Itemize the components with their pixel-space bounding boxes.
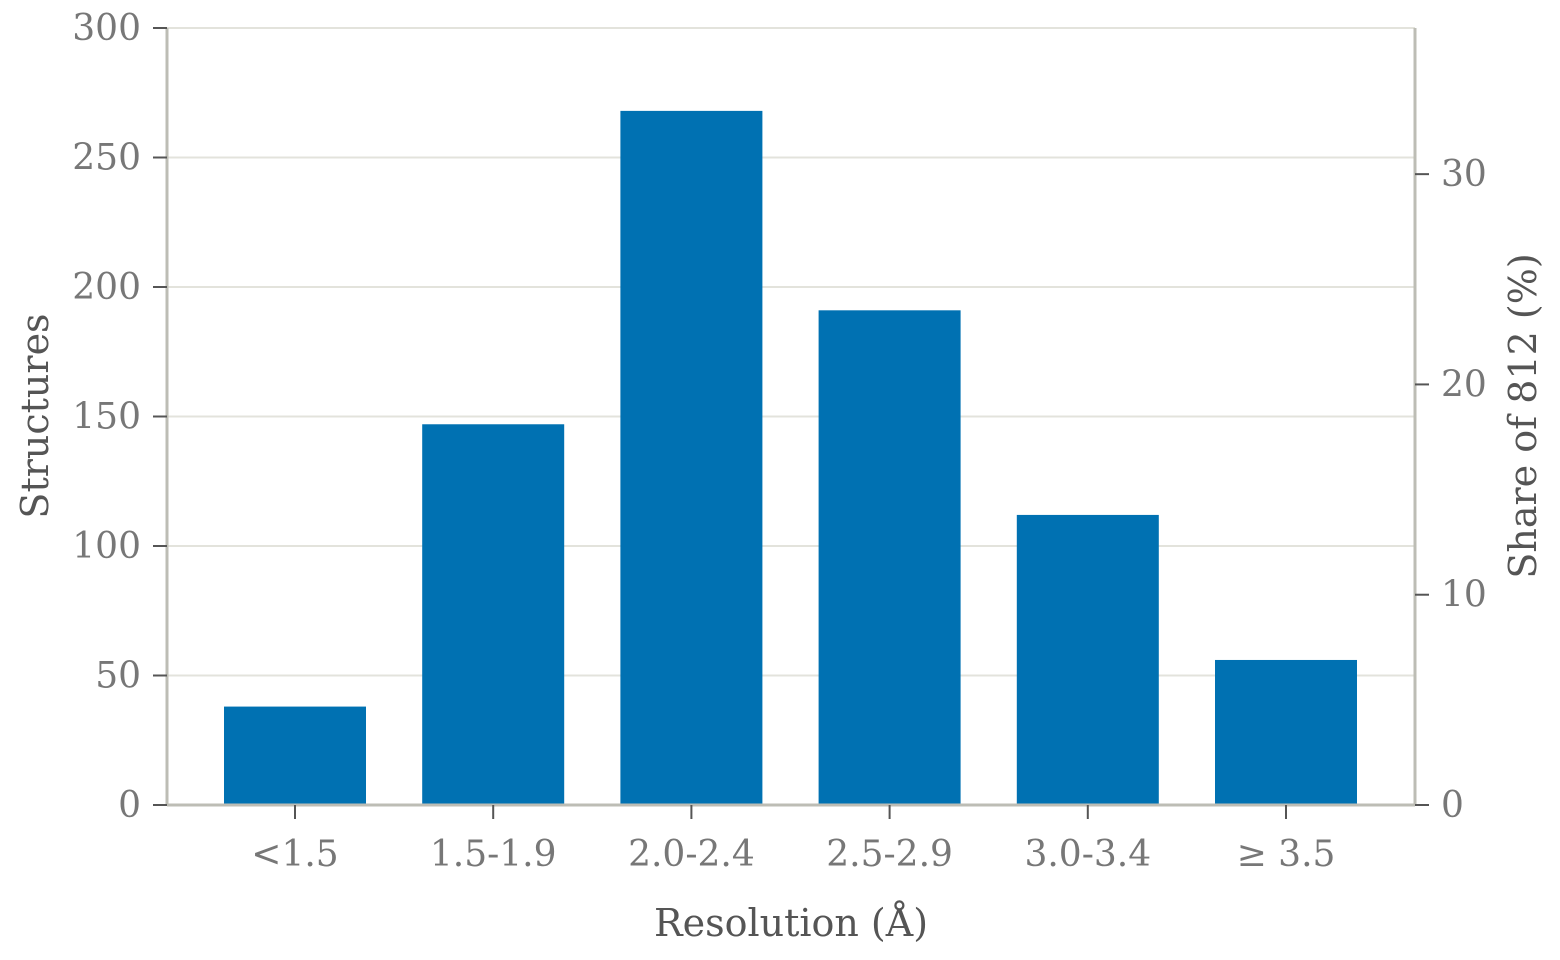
- y-tick-label: 300: [72, 8, 141, 49]
- bar: [1016, 514, 1159, 805]
- y2-tick-label: 20: [1441, 364, 1487, 405]
- y2-tick-label: 30: [1441, 154, 1487, 195]
- y-tick-label: 200: [72, 267, 141, 308]
- y2-tick-label: 0: [1441, 785, 1464, 826]
- x-axis-title: Resolution (Å): [654, 901, 928, 945]
- tick-layer: 0 50 100 150 200 250 300 0 10 20 30 <1.5 1.5-1.9 2.0-…: [72, 8, 1487, 875]
- x-tick-label: 2.5-2.9: [826, 834, 953, 875]
- y-tick-label: 0: [118, 785, 141, 826]
- y2-tick-label: 10: [1441, 575, 1487, 616]
- x-tick-label: 1.5-1.9: [430, 834, 557, 875]
- y2-axis-title: Share of 812 (%): [1501, 253, 1545, 578]
- bar: [422, 424, 565, 805]
- y-tick-label: 150: [72, 397, 141, 438]
- y-tick-label: 100: [72, 526, 141, 567]
- bar: [1215, 659, 1357, 805]
- x-tick-label: 2.0-2.4: [628, 834, 755, 875]
- bar: [620, 110, 763, 805]
- bar-layer: [224, 110, 1357, 805]
- x-tick-label: 3.0-3.4: [1024, 834, 1151, 875]
- bar: [224, 706, 366, 805]
- y-tick-label: 50: [95, 656, 141, 697]
- x-tick-label: <1.5: [251, 834, 338, 875]
- bar: [818, 310, 961, 805]
- grid-layer: [167, 27, 1415, 677]
- y-axis-title: Structures: [13, 313, 57, 518]
- x-tick-label: ≥ 3.5: [1237, 834, 1336, 875]
- y-tick-label: 250: [72, 138, 141, 179]
